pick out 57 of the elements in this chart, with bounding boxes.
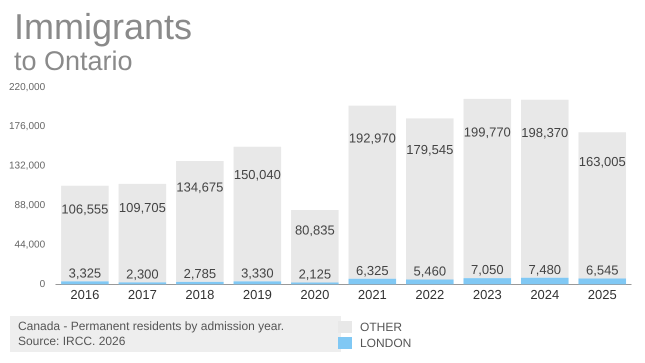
y-tick-label: 132,000 — [8, 160, 46, 172]
data-label: 134,675 — [176, 180, 224, 195]
data-label: 199,770 — [464, 124, 511, 140]
data-label: 3,330 — [241, 265, 274, 280]
data-label: 2,125 — [298, 266, 332, 282]
y-tick-label: 0 — [40, 279, 46, 290]
data-label: 6,325 — [356, 262, 389, 278]
bar — [348, 106, 396, 279]
data-label: 2,785 — [184, 266, 216, 281]
bar — [578, 278, 626, 284]
data-label: 109,705 — [118, 200, 166, 215]
y-tick-label: 220,000 — [8, 82, 46, 93]
bar — [348, 278, 396, 284]
bar — [520, 100, 569, 278]
data-label: 7,050 — [471, 262, 504, 278]
bar — [234, 146, 282, 282]
x-tick-label: 2023 — [472, 286, 502, 302]
x-tick-label: 2016 — [70, 286, 100, 302]
y-tick-label: 176,000 — [8, 121, 46, 132]
bar — [406, 280, 454, 284]
data-label: 150,040 — [234, 167, 281, 182]
legend-label: OTHER — [360, 319, 402, 335]
x-tick-label: 2025 — [588, 286, 617, 302]
chart-title: Immigrants — [14, 6, 192, 47]
bar — [463, 98, 512, 278]
data-label: 163,005 — [578, 154, 626, 169]
x-tick-label: 2022 — [415, 286, 444, 302]
bar — [291, 210, 339, 282]
bar — [61, 186, 109, 282]
x-tick-label: 2020 — [300, 286, 330, 302]
bar — [118, 184, 166, 282]
bar — [463, 278, 512, 284]
data-label: 2,300 — [126, 266, 159, 282]
y-tick-label: 44,000 — [14, 240, 46, 251]
legend-label: LONDON — [360, 335, 412, 351]
x-tick-label: 2024 — [530, 286, 560, 302]
data-label: 192,970 — [348, 130, 396, 146]
x-tick-label: 2018 — [185, 286, 214, 302]
bar — [520, 278, 569, 284]
data-label: 179,545 — [406, 142, 454, 157]
data-label: 6,545 — [586, 262, 619, 278]
data-label: 7,480 — [528, 262, 562, 277]
data-label: 3,325 — [68, 265, 102, 280]
chart-subtitle: to Ontario — [14, 46, 133, 77]
x-tick-label: 2019 — [242, 286, 272, 302]
text: Canada - Permanent residents by admission year. — [18, 319, 286, 334]
data-label: 106,555 — [61, 201, 108, 216]
bar — [176, 161, 224, 282]
x-tick-label: 2017 — [128, 286, 157, 302]
y-tick-label: 88,000 — [14, 200, 46, 212]
data-label: 5,460 — [414, 264, 446, 279]
data-label: 80,835 — [294, 222, 335, 238]
bar — [578, 132, 626, 279]
source-note: Source: IRCC. 2026 — [18, 334, 126, 349]
data-label: 198,370 — [521, 125, 568, 140]
x-tick-label: 2021 — [358, 286, 387, 302]
bar — [406, 118, 454, 280]
